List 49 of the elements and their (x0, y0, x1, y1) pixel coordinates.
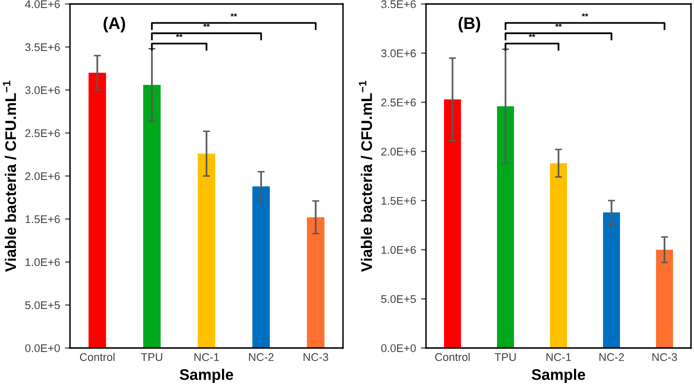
annotation: ** (582, 13, 588, 16)
bar (306, 217, 324, 348)
y-tick-label: 3.5E+6 (25, 43, 60, 52)
bar (143, 84, 161, 348)
bar (252, 186, 270, 348)
text: (A) (104, 16, 126, 32)
y-tick-label: 5.0E+5 (25, 301, 60, 310)
bar (603, 212, 620, 348)
y-axis-title: Viable bacteria / CFU.mL$^{−1}$ (2, 80, 16, 272)
x-tick-label: TPU (141, 353, 162, 362)
y-tick-label: 4.0E+6 (25, 0, 60, 8)
bar (88, 72, 106, 348)
y-tick-label: 1.0E+6 (382, 246, 416, 254)
x-tick-label: NC-3 (304, 353, 328, 362)
bar (198, 154, 216, 348)
bar (656, 250, 673, 348)
x-tick-label: TPU (494, 353, 516, 362)
x-tick-label: NC-2 (249, 353, 274, 362)
x-tick-label: NC-1 (546, 353, 571, 362)
bar (497, 106, 514, 348)
annotation: ** (176, 34, 182, 38)
annotation: ** (230, 13, 238, 16)
x-tick-label: NC-3 (652, 353, 677, 362)
bar (444, 99, 461, 348)
text: (B) (458, 16, 480, 32)
y-tick-label: 5.0E+5 (381, 295, 416, 303)
y-tick-label: 2.0E+6 (381, 148, 416, 156)
y-tick-label: 0.0E+0 (25, 344, 60, 352)
x-tick-label: Control (80, 352, 114, 362)
y-axis-title: Viable bacteria / CFU.mL$^{−1}$ (358, 80, 372, 272)
bar (550, 163, 567, 348)
annotation: ** (528, 34, 536, 38)
x-tick-label: NC-2 (599, 353, 624, 362)
y-tick-label: 2.5E+6 (25, 129, 60, 138)
x-tick-label: Control (435, 352, 470, 362)
y-tick-label: 3.5E+6 (381, 0, 416, 8)
x-axis-title: Sample (180, 368, 234, 384)
annotation: ** (203, 24, 210, 27)
y-tick-label: 1.0E+6 (26, 258, 60, 266)
annotation: ** (555, 24, 562, 27)
y-tick-label: 1.5E+6 (26, 215, 60, 224)
y-tick-label: 1.5E+6 (382, 196, 416, 205)
y-tick-label: 2.0E+6 (25, 172, 60, 180)
y-tick-label: 3.0E+6 (25, 86, 60, 94)
x-tick-label: NC-1 (194, 353, 219, 362)
x-axis-title: Sample (532, 368, 586, 384)
y-tick-label: 0.0E+0 (381, 344, 416, 352)
y-tick-label: 2.5E+6 (381, 98, 416, 106)
y-tick-label: 3.0E+6 (381, 49, 416, 58)
